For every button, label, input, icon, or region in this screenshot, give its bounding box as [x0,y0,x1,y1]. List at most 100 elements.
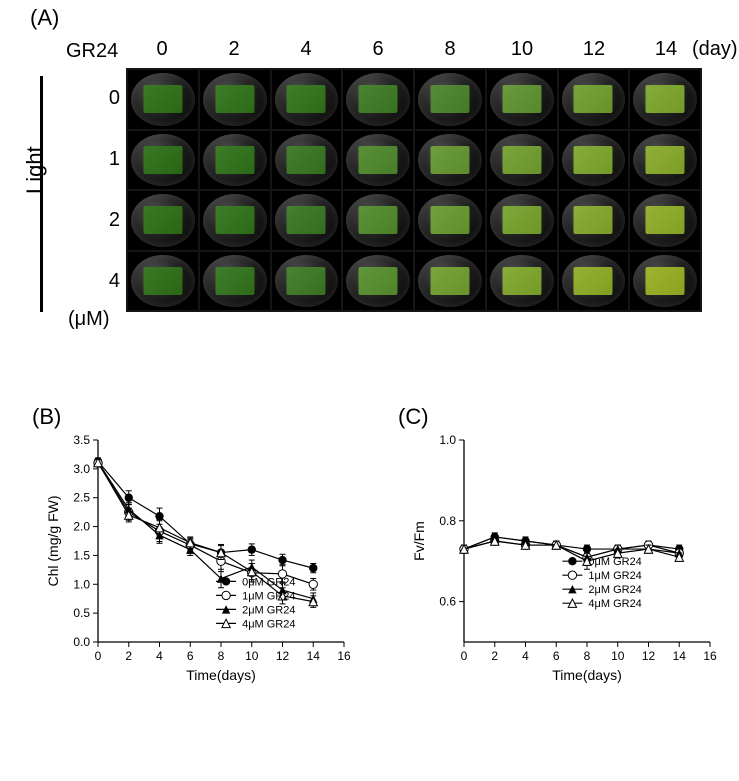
svg-text:14: 14 [673,649,687,663]
well [559,131,629,190]
well [415,131,485,190]
well [630,252,700,311]
leaf-sample [287,267,326,295]
svg-text:2: 2 [125,649,132,663]
svg-text:0: 0 [461,649,468,663]
well [343,191,413,250]
well [343,131,413,190]
leaf-sample [287,206,326,234]
col-header: 10 [486,38,558,61]
leaf-sample [215,85,254,113]
svg-text:4: 4 [522,649,529,663]
leaf-sample [359,206,398,234]
well [128,131,198,190]
well [128,191,198,250]
leaf-sample [215,267,254,295]
svg-text:12: 12 [642,649,656,663]
well [200,70,270,129]
svg-text:1.0: 1.0 [439,433,456,447]
well [415,252,485,311]
svg-text:0.5: 0.5 [73,606,90,620]
leaf-sample [430,146,469,174]
well [200,252,270,311]
row-label: 0 [90,87,120,110]
leaf-sample [646,85,685,113]
leaf-sample [574,206,613,234]
well [630,131,700,190]
leaf-sample [502,267,541,295]
row-label: 2 [90,209,120,232]
leaf-sample [430,267,469,295]
well [128,252,198,311]
svg-text:8: 8 [584,649,591,663]
leaf-sample [502,85,541,113]
leaf-sample [646,267,685,295]
gr24-axis-label: GR24 [66,40,118,63]
well [487,252,557,311]
well [487,191,557,250]
well [272,70,342,129]
svg-text:Fv/Fm: Fv/Fm [411,521,427,561]
light-bar [40,76,43,312]
panel-b-chart: 02468101214160.00.51.01.52.02.53.03.5Tim… [42,430,352,690]
leaf-sample [143,85,182,113]
well-plate-grid [126,68,702,312]
svg-text:10: 10 [611,649,625,663]
well [343,70,413,129]
svg-text:0μM GR24: 0μM GR24 [588,556,641,568]
well [415,191,485,250]
svg-text:1.5: 1.5 [73,548,90,562]
svg-text:8: 8 [218,649,225,663]
col-header: 2 [198,38,270,61]
svg-text:16: 16 [337,649,351,663]
well [630,70,700,129]
leaf-sample [143,206,182,234]
panel-c-label: (C) [398,404,429,430]
leaf-sample [502,206,541,234]
leaf-sample [359,146,398,174]
svg-text:Time(days): Time(days) [552,667,622,683]
well [487,70,557,129]
leaf-sample [143,267,182,295]
leaf-sample [359,267,398,295]
leaf-sample [287,85,326,113]
svg-text:16: 16 [703,649,717,663]
leaf-sample [646,206,685,234]
well [272,131,342,190]
svg-text:12: 12 [276,649,290,663]
svg-text:4μM GR24: 4μM GR24 [588,598,641,610]
panel-a: (A) GR24 Light 02468101214 (day) 0124 (μ… [40,0,720,330]
col-header: 0 [126,38,198,61]
svg-text:2: 2 [491,649,498,663]
svg-text:Time(days): Time(days) [186,667,256,683]
leaf-sample [430,85,469,113]
leaf-sample [215,146,254,174]
well [200,191,270,250]
svg-text:2μM GR24: 2μM GR24 [588,584,641,596]
well [630,191,700,250]
leaf-sample [646,146,685,174]
well [559,252,629,311]
row-label: 1 [90,148,120,171]
svg-text:0.8: 0.8 [439,514,456,528]
panel-c-chart: 02468101214160.60.81.0Time(days)Fv/Fm0μM… [408,430,718,690]
well [128,70,198,129]
svg-text:6: 6 [553,649,560,663]
day-unit-label: (day) [692,38,738,61]
col-header: 8 [414,38,486,61]
micromolar-label: (μM) [68,308,110,331]
svg-text:1μM GR24: 1μM GR24 [588,570,641,582]
svg-text:4: 4 [156,649,163,663]
svg-text:0μM GR24: 0μM GR24 [242,576,295,588]
svg-text:14: 14 [307,649,321,663]
panel-b-label: (B) [32,404,61,430]
svg-text:2μM GR24: 2μM GR24 [242,604,295,616]
svg-text:4μM GR24: 4μM GR24 [242,618,295,630]
leaf-sample [574,85,613,113]
leaf-sample [430,206,469,234]
light-axis-label: Light [22,146,48,194]
svg-text:0: 0 [95,649,102,663]
leaf-sample [574,267,613,295]
leaf-sample [502,146,541,174]
leaf-sample [359,85,398,113]
